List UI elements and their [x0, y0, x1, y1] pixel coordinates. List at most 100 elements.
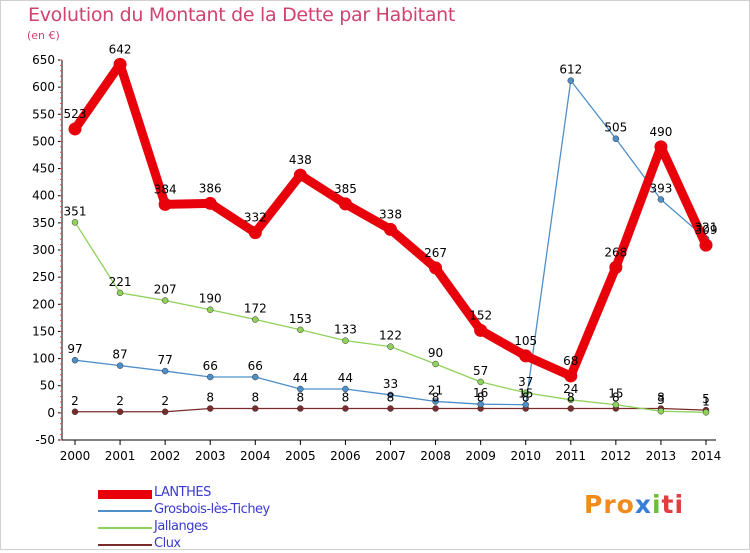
data-point — [342, 337, 349, 344]
x-tick-label: 2013 — [646, 449, 677, 463]
x-tick-label: 2009 — [465, 449, 496, 463]
data-label: 2 — [116, 394, 124, 408]
data-label: 221 — [109, 275, 132, 289]
data-point — [612, 135, 620, 142]
data-label: 1 — [702, 394, 710, 408]
data-point — [297, 405, 304, 412]
data-label: 384 — [154, 182, 177, 196]
data-label: 97 — [67, 342, 82, 356]
x-tick-label: 2005 — [285, 449, 316, 463]
data-point — [158, 197, 172, 211]
legend-label: LANTHES — [154, 485, 211, 500]
data-point — [702, 409, 710, 416]
data-label: 393 — [649, 182, 672, 196]
y-tick-label: 350 — [32, 216, 55, 230]
data-label: 268 — [604, 245, 627, 259]
legend-swatch — [98, 527, 152, 529]
data-point — [338, 197, 352, 211]
data-label: 8 — [206, 391, 214, 405]
data-point — [567, 405, 575, 412]
data-label: 642 — [109, 42, 132, 56]
data-label: 87 — [112, 348, 127, 362]
y-tick-label: 550 — [32, 107, 55, 121]
logo-part: Pro — [584, 490, 635, 519]
data-point — [657, 196, 665, 203]
data-point — [297, 326, 304, 334]
data-label: 152 — [469, 308, 492, 322]
x-tick-label: 2003 — [195, 449, 226, 463]
data-point — [522, 401, 529, 408]
data-point — [161, 297, 169, 304]
data-point — [252, 405, 259, 412]
data-label: 44 — [338, 371, 353, 385]
data-point — [206, 405, 214, 412]
data-point — [206, 306, 214, 313]
data-point — [342, 385, 349, 393]
x-tick-label: 2007 — [375, 449, 406, 463]
data-label: 8 — [297, 391, 305, 405]
data-label: 2 — [71, 394, 79, 408]
data-point — [71, 356, 79, 364]
data-point — [113, 57, 127, 71]
y-tick-label: 650 — [32, 53, 55, 67]
data-label: 8 — [387, 391, 395, 405]
x-tick-label: 2001 — [105, 449, 136, 463]
data-label: 8 — [612, 391, 620, 405]
data-point — [384, 222, 397, 236]
axes: -50 0 50 100 150 200 250 300 350 400 450 500 550 600 6… — [32, 53, 721, 463]
logo-part: x — [634, 490, 652, 519]
data-label: 44 — [293, 371, 308, 385]
chart-title: Evolution du Montant de la Dette par Hab… — [28, 4, 456, 26]
y-tick-label: 500 — [32, 134, 55, 148]
data-label: 8 — [567, 391, 575, 405]
data-label: 8 — [522, 391, 530, 405]
data-point — [206, 373, 214, 381]
data-point — [387, 343, 394, 350]
y-tick-label: 250 — [32, 270, 55, 284]
data-point — [699, 238, 713, 252]
data-label: 15 — [518, 387, 533, 401]
data-point — [657, 407, 665, 415]
data-label: 24 — [563, 382, 578, 396]
data-label: 490 — [649, 125, 672, 139]
legend-swatch — [98, 510, 152, 512]
data-point — [203, 196, 217, 210]
x-tick-label: 2006 — [330, 449, 361, 463]
data-point — [654, 140, 668, 154]
data-label: 267 — [424, 246, 447, 260]
data-point — [116, 408, 124, 416]
data-label: 321 — [695, 221, 718, 235]
y-tick-label: 100 — [32, 352, 55, 366]
data-label: 172 — [244, 301, 267, 315]
data-label: 66 — [203, 359, 218, 373]
data-label: 77 — [158, 353, 173, 367]
data-label: 133 — [334, 323, 357, 337]
data-label: 3 — [657, 393, 665, 407]
y-tick-label: 400 — [32, 189, 55, 203]
data-label: 37 — [518, 375, 533, 389]
data-point — [429, 261, 443, 275]
data-point — [564, 369, 578, 383]
data-point — [567, 77, 575, 84]
x-tick-label: 2008 — [420, 449, 451, 463]
data-point — [477, 378, 484, 386]
data-label: 21 — [428, 383, 443, 397]
y-tick-label: 0 — [47, 406, 55, 420]
x-tick-label: 2000 — [60, 449, 91, 463]
x-tick-label: 2011 — [556, 449, 587, 463]
proxiti-logo: Proxiti — [584, 490, 684, 519]
data-point — [161, 408, 169, 416]
data-point — [252, 316, 259, 323]
data-point — [609, 260, 623, 274]
data-label: 8 — [342, 391, 350, 405]
data-label: 386 — [199, 181, 222, 195]
legend-label: Clux — [154, 536, 181, 551]
data-point — [432, 360, 439, 368]
data-point — [612, 401, 620, 408]
data-label: 190 — [199, 292, 222, 306]
data-point — [432, 405, 439, 412]
data-point — [567, 396, 575, 404]
data-point — [474, 323, 488, 337]
logo-part: i — [651, 490, 662, 519]
